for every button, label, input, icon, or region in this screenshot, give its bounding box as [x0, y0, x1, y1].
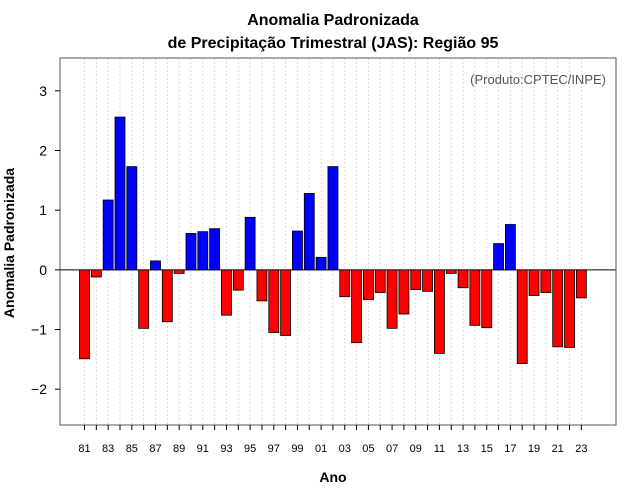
x-tick-label: 09 [410, 443, 422, 455]
bar-82 [90, 269, 102, 278]
x-tick-label: 81 [78, 443, 90, 455]
bar-98 [280, 269, 292, 336]
x-tick-label: 93 [220, 443, 232, 455]
bar-11 [433, 269, 445, 354]
bar-07 [386, 269, 398, 329]
x-tick-label: 23 [575, 443, 587, 455]
bar-04 [351, 269, 362, 344]
x-tick-label: 19 [528, 443, 540, 455]
bar-00 [303, 193, 315, 271]
chart-title-line2: de Precipitação Trimestral (JAS): Região… [168, 35, 499, 52]
x-tick-label: 89 [173, 443, 185, 455]
bar-13 [457, 269, 469, 289]
gridlines [84, 58, 582, 425]
bar-91 [197, 231, 209, 271]
chart-title-line1: Anomalia Padronizada [247, 12, 419, 29]
bar-21 [552, 269, 564, 348]
bar-90 [185, 233, 197, 271]
x-tick-label: 91 [197, 443, 209, 455]
bar-92 [209, 228, 221, 271]
y-tick-label: 2 [39, 142, 47, 158]
bar-88 [161, 269, 173, 323]
x-tick-label: 21 [552, 443, 564, 455]
bar-05 [363, 269, 374, 301]
bar-16 [493, 243, 504, 271]
x-tick-label: 01 [315, 443, 327, 455]
bar-93 [221, 269, 232, 316]
bar-81 [79, 269, 90, 360]
y-tick-label: −2 [31, 381, 47, 397]
bars [79, 116, 587, 364]
y-tick-label: 3 [39, 83, 47, 99]
bar-86 [138, 269, 150, 329]
x-tick-label: 97 [268, 443, 280, 455]
bar-99 [292, 230, 303, 271]
x-tick-label: 15 [481, 443, 493, 455]
y-tick-label: 0 [39, 262, 47, 278]
x-tick-label: 17 [504, 443, 516, 455]
x-tick-label: 95 [244, 443, 256, 455]
bar-14 [469, 269, 481, 326]
y-tick-label: 1 [39, 202, 47, 218]
bar-09 [410, 269, 422, 290]
bar-95 [244, 216, 256, 271]
x-tick-label: 03 [339, 443, 351, 455]
bar-96 [256, 269, 268, 302]
bar-18 [516, 269, 528, 364]
bar-06 [374, 269, 386, 293]
x-tick-label: 85 [126, 443, 138, 455]
y-axis-label: Anomalia Padronizada [1, 168, 17, 318]
bar-10 [422, 269, 433, 292]
bar-08 [398, 269, 410, 315]
bar-19 [528, 269, 540, 296]
y-tick-label: −1 [31, 322, 47, 338]
x-tick-label: 05 [362, 443, 374, 455]
bar-22 [564, 269, 575, 348]
x-tick-label: 07 [386, 443, 398, 455]
bar-17 [504, 224, 516, 271]
bar-23 [575, 269, 587, 299]
bar-87 [150, 260, 161, 271]
bar-15 [481, 269, 493, 329]
x-axis-label: Ano [319, 469, 346, 485]
bar-89 [173, 269, 185, 274]
bar-01 [315, 256, 327, 271]
bar-02 [327, 166, 339, 271]
y-axis: −2 −1 0 1 2 3 [31, 83, 60, 397]
x-tick-label: 11 [434, 443, 445, 455]
bar-94 [232, 269, 244, 291]
bar-84 [114, 116, 126, 271]
bar-83 [102, 199, 114, 271]
credit-text: (Produto:CPTEC/INPE) [470, 72, 606, 87]
x-tick-label: 99 [291, 443, 303, 455]
bar-97 [268, 269, 280, 333]
plot-frame [59, 57, 617, 426]
x-tick-label: 13 [457, 443, 469, 455]
bar-20 [540, 269, 552, 293]
bar-03 [339, 269, 351, 298]
bar-12 [445, 269, 457, 274]
bar-85 [126, 166, 138, 271]
x-tick-label: 83 [102, 443, 114, 455]
x-tick-label: 87 [149, 443, 161, 455]
x-axis: 81 83 85 87 89 91 93 95 97 99 01 03 05 07 09 11 13 15 17 19… [78, 425, 587, 455]
